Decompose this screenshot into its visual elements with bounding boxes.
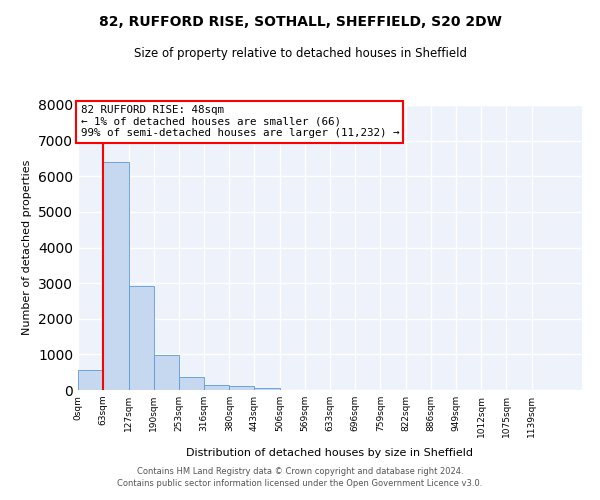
Bar (154, 356, 179, 390)
Text: 82 RUFFORD RISE: 48sqm
← 1% of detached houses are smaller (66)
99% of semi-deta: 82 RUFFORD RISE: 48sqm ← 1% of detached … (80, 105, 399, 138)
Bar (179, 377, 204, 390)
Text: Contains HM Land Registry data © Crown copyright and database right 2024.: Contains HM Land Registry data © Crown c… (137, 467, 463, 476)
Bar (229, 386, 254, 390)
X-axis label: Distribution of detached houses by size in Sheffield: Distribution of detached houses by size … (187, 448, 473, 458)
Bar (128, 286, 154, 390)
Bar (254, 388, 280, 390)
Bar (103, 162, 128, 390)
Bar (204, 384, 229, 390)
Text: Contains public sector information licensed under the Open Government Licence v3: Contains public sector information licen… (118, 478, 482, 488)
Text: 82, RUFFORD RISE, SOTHALL, SHEFFIELD, S20 2DW: 82, RUFFORD RISE, SOTHALL, SHEFFIELD, S2… (98, 15, 502, 29)
Text: Size of property relative to detached houses in Sheffield: Size of property relative to detached ho… (133, 48, 467, 60)
Y-axis label: Number of detached properties: Number of detached properties (22, 160, 32, 335)
Bar (78, 370, 103, 390)
